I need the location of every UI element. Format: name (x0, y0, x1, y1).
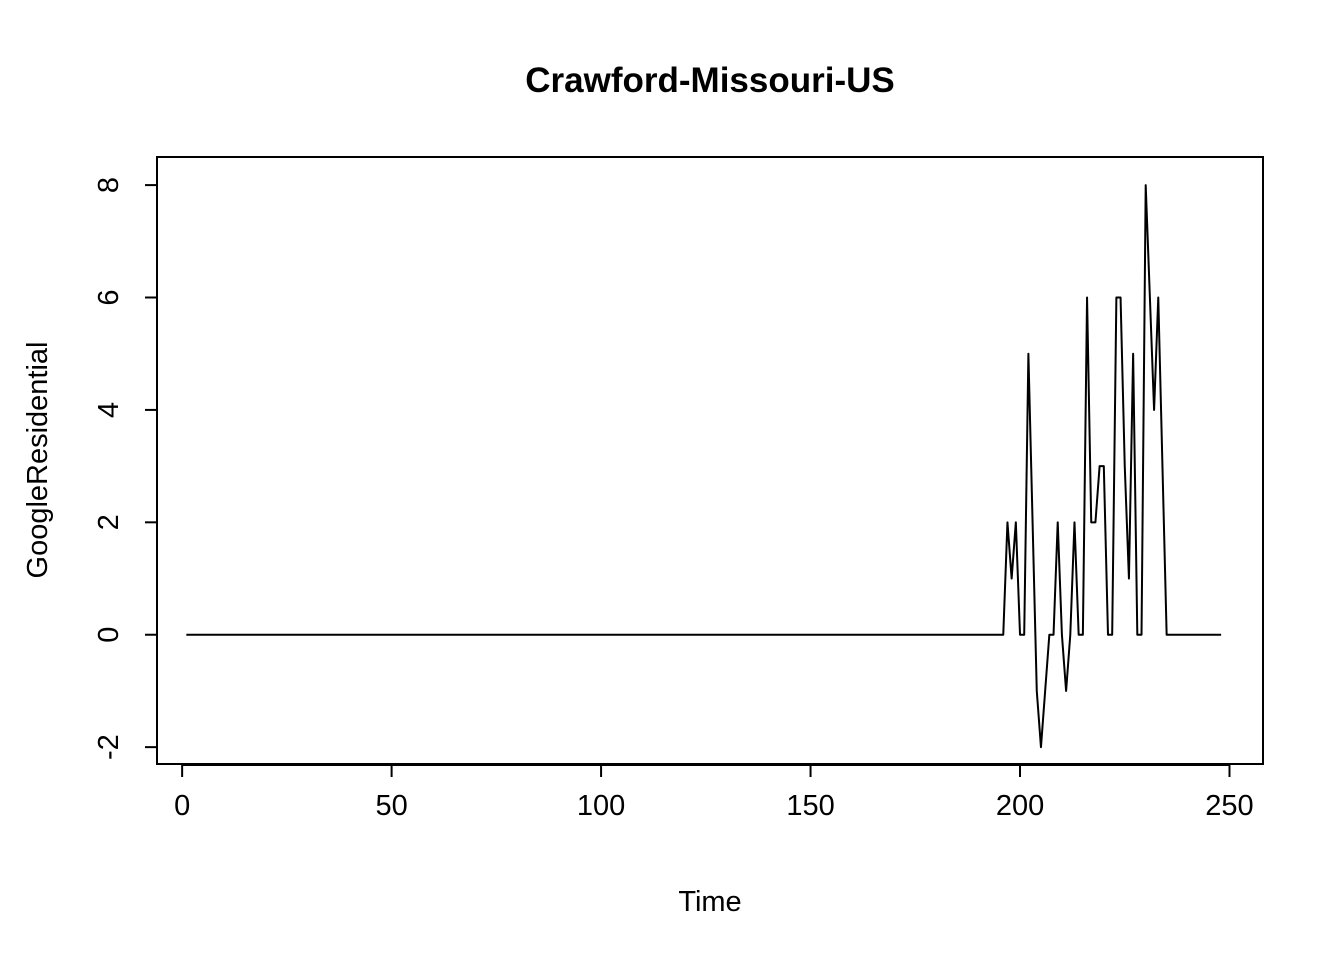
series-layer (186, 184, 1222, 749)
x-tick-label: 0 (174, 790, 190, 822)
y-tick-label: 6 (93, 289, 125, 305)
y-axis-label: GoogleResidential (22, 342, 54, 579)
y-tick-label: 2 (93, 514, 125, 530)
x-axis: 0 50 100 150 200 250 (174, 764, 1254, 822)
x-tick-label: 100 (577, 790, 625, 822)
x-tick-label: 200 (996, 790, 1044, 822)
x-tick-label: 150 (786, 790, 834, 822)
y-tick-label: 8 (93, 177, 125, 193)
y-tick-label: -2 (93, 734, 125, 760)
plot-frame (156, 156, 1264, 765)
series-line (186, 184, 1222, 749)
y-axis: -2 0 2 4 6 8 (93, 177, 158, 760)
x-tick-label: 50 (375, 790, 407, 822)
x-tick-label: 250 (1205, 790, 1253, 822)
y-tick-label: 4 (93, 402, 125, 418)
y-tick-label: 0 (93, 627, 125, 643)
chart-title: Crawford-Missouri-US (525, 61, 894, 100)
x-axis-label: Time (678, 886, 741, 918)
